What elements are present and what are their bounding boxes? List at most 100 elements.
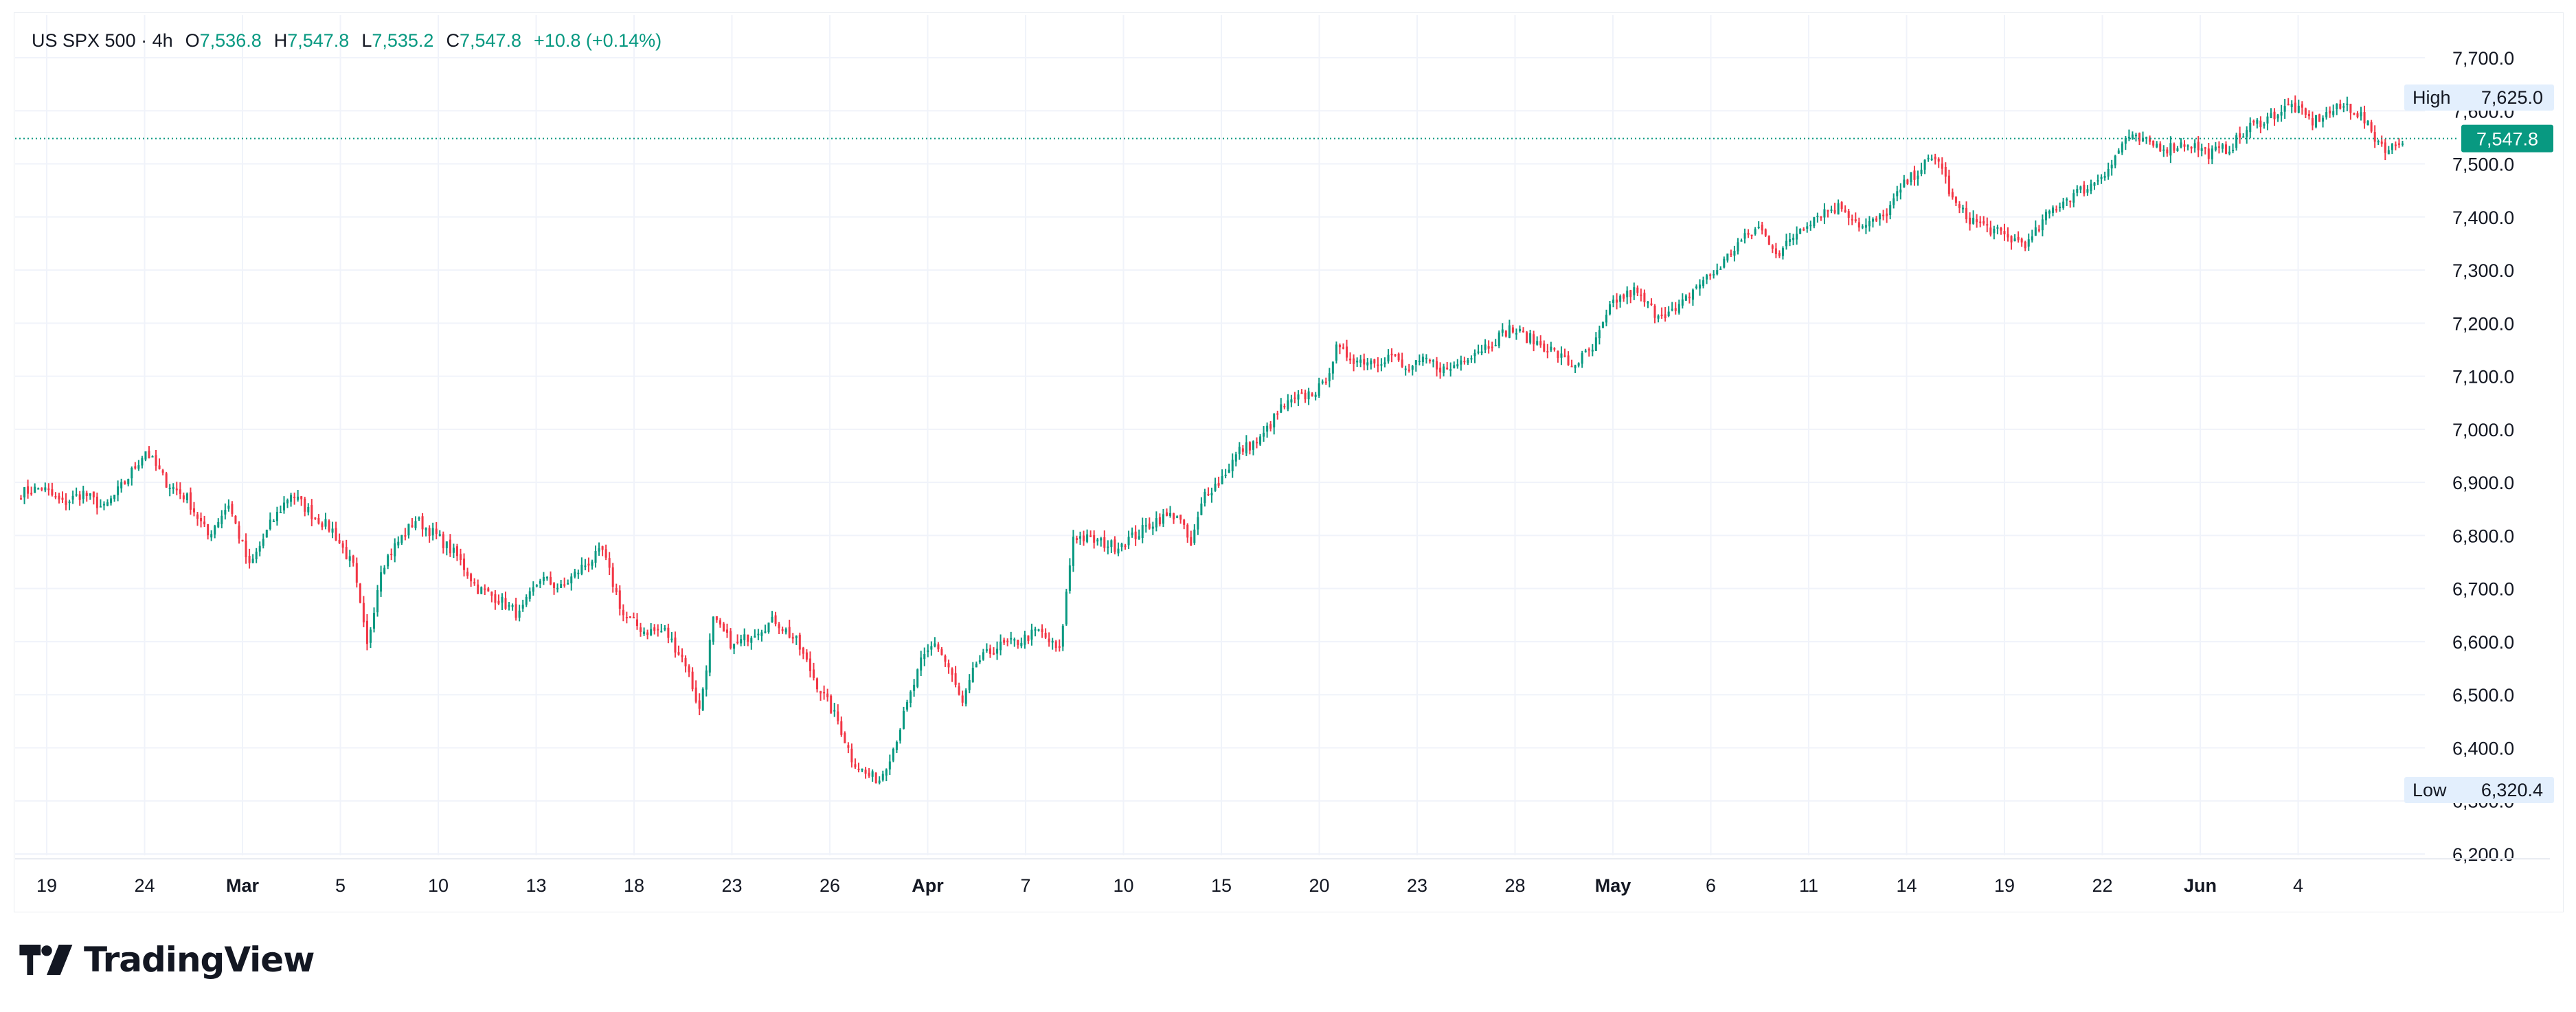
y-tick-label: 6,900.0 (2452, 473, 2514, 493)
candle-body (1539, 341, 1542, 346)
candle-body (2121, 143, 2123, 153)
symbol-legend: US SPX 500 · 4h O 7,536.8 H 7,547.8 L 7,… (32, 30, 674, 52)
candle-body (1338, 344, 1341, 348)
x-tick-label: Jun (2184, 875, 2217, 896)
candle-body (1709, 274, 1712, 276)
candle-body (1269, 424, 1272, 429)
candle-body (148, 451, 150, 458)
candle-body (290, 495, 293, 502)
candle-body (1857, 222, 1860, 228)
candle-body (1594, 337, 1597, 351)
candle-body (1643, 293, 1646, 302)
y-tick-label: 7,300.0 (2452, 260, 2514, 281)
candle-body (2072, 193, 2075, 203)
candle-body (906, 701, 909, 710)
candle-body (840, 721, 843, 735)
candle-body (466, 572, 469, 576)
candle-body (2076, 188, 2079, 193)
candle-body (2183, 144, 2186, 147)
candle-body (2180, 142, 2182, 148)
candle-body (369, 629, 372, 643)
x-tick-label: 28 (1504, 875, 1525, 896)
y-tick-label: 6,800.0 (2452, 526, 2514, 546)
candle-body (1266, 425, 1269, 432)
candle-body (2031, 236, 2033, 240)
candle-body (1491, 346, 1493, 348)
symbol-title[interactable]: US SPX 500 · 4h (32, 30, 173, 51)
candle-body (1965, 207, 1968, 220)
candle-body (102, 504, 105, 506)
candle-body (1757, 227, 1760, 229)
candle-body (203, 521, 206, 525)
candle-body (2217, 146, 2220, 148)
candle-body (805, 652, 808, 660)
candle-body (1107, 546, 1109, 548)
candle-body (1176, 516, 1179, 518)
candle-body (1197, 517, 1199, 530)
candlestick-chart[interactable]: 6,200.06,300.06,400.06,500.06,600.06,700… (0, 0, 2576, 921)
candle-body (272, 520, 275, 522)
candle-body (1529, 333, 1532, 343)
candle-body (2246, 130, 2248, 137)
candle-body (691, 671, 694, 690)
candle-body (1131, 532, 1133, 535)
candle-body (245, 540, 247, 558)
candle-body (2314, 115, 2318, 128)
candle-body (404, 535, 407, 537)
candle-body (2280, 111, 2283, 116)
candle-body (1958, 204, 1961, 208)
candle-body (1443, 366, 1445, 374)
candle-body (1647, 302, 1649, 304)
candle-body (920, 657, 923, 671)
tradingview-logo[interactable]: TradingView (19, 940, 315, 980)
candle-body (854, 764, 857, 767)
y-tick-label: 7,700.0 (2452, 48, 2514, 69)
candle-body (1460, 360, 1462, 365)
candle-body (615, 587, 618, 592)
candle-body (1297, 394, 1300, 400)
candle-body (927, 650, 929, 653)
candle-body (1750, 234, 1753, 236)
candle-body (653, 627, 656, 631)
candle-body (1847, 211, 1850, 218)
candle-body (1117, 548, 1120, 554)
candle-body (850, 748, 853, 763)
candle-body (535, 585, 538, 587)
candle-body (1193, 529, 1196, 543)
candle-body (1605, 315, 1607, 323)
x-tick-label: 23 (1407, 875, 1427, 896)
candle-body (54, 496, 57, 498)
candle-body (730, 631, 732, 649)
x-tick-label: 11 (1799, 875, 1818, 896)
candle-body (1204, 491, 1206, 504)
candle-body (1820, 216, 1822, 218)
candle-body (1083, 535, 1085, 541)
candle-body (985, 649, 988, 651)
candle-body (1996, 227, 1999, 229)
y-tick-label: 6,200.0 (2452, 844, 2514, 865)
candle-body (1280, 404, 1283, 413)
candle-body (556, 587, 559, 589)
candle-body (258, 546, 261, 552)
candle-body (837, 711, 839, 721)
candle-body (774, 615, 777, 625)
candle-body (137, 465, 140, 469)
candle-body (1127, 537, 1130, 546)
candle-body (435, 528, 438, 535)
candle-body (1342, 347, 1345, 349)
candle-body (820, 690, 822, 694)
candle-body (2384, 142, 2386, 153)
candle-body (934, 643, 936, 646)
candle-body (58, 495, 60, 499)
candle-body (1158, 517, 1161, 525)
y-tick-label: 7,400.0 (2452, 207, 2514, 228)
candle-body (1889, 205, 1892, 216)
candle-body (1293, 397, 1296, 399)
candle-body (2318, 114, 2321, 122)
candle-body (328, 520, 330, 531)
candle-body (504, 598, 507, 609)
candle-body (2166, 149, 2169, 154)
high-marker-label: High (2413, 87, 2451, 108)
candle-body (2138, 133, 2141, 142)
candle-body (2397, 143, 2400, 145)
